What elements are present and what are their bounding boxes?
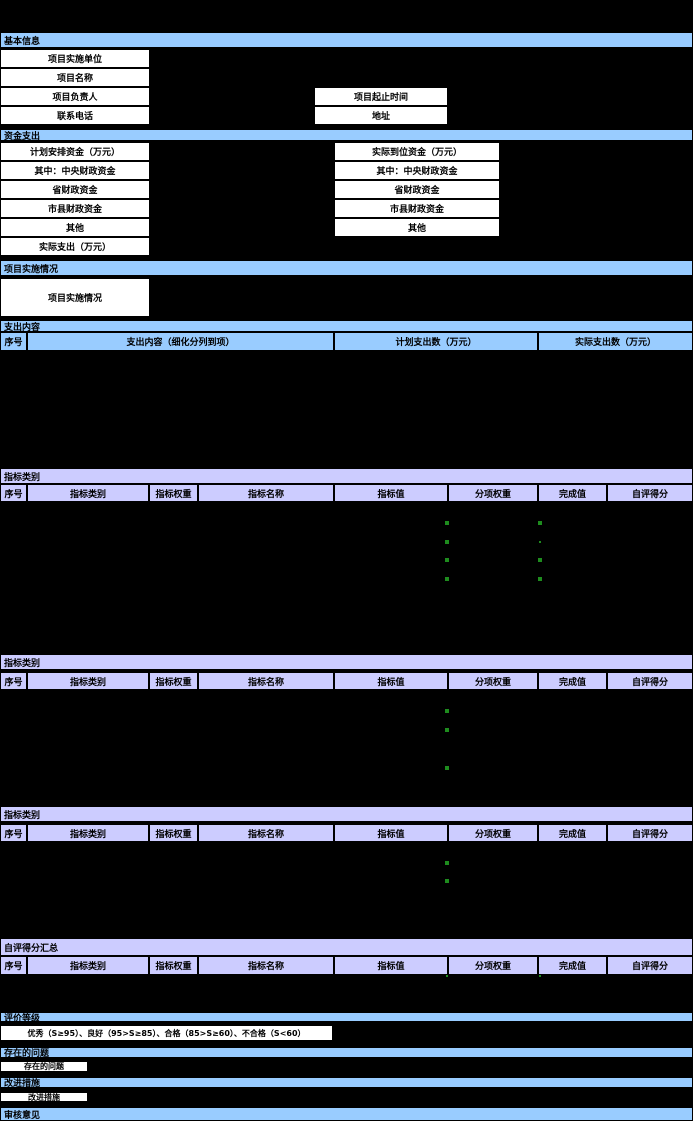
section-title: 改进措施 bbox=[4, 1079, 41, 1089]
label-contact-phone: 联系电话 bbox=[0, 106, 150, 125]
green-mark-icon bbox=[539, 975, 541, 977]
green-mark-icon bbox=[445, 766, 449, 770]
green-mark-icon bbox=[445, 521, 449, 525]
label-right-central-funds: 其中：中央财政资金 bbox=[334, 161, 500, 180]
ind1-col-weight: 指标权重 bbox=[149, 484, 198, 502]
label-project-name: 项目名称 bbox=[0, 68, 150, 87]
label-project-leader: 项目负责人 bbox=[0, 87, 150, 106]
label-implementation: 项目实施情况 bbox=[0, 278, 150, 317]
sum-col-target: 指标值 bbox=[334, 956, 448, 975]
ind2-col-no: 序号 bbox=[0, 672, 27, 690]
sum-col-subweight: 分项权重 bbox=[448, 956, 538, 975]
improvement-label-cell: 改进措施 bbox=[0, 1092, 88, 1102]
green-mark-icon bbox=[445, 709, 449, 713]
green-mark-icon bbox=[445, 558, 449, 562]
green-mark-icon bbox=[445, 540, 449, 544]
label-right-other-funds: 其他 bbox=[334, 218, 500, 237]
sum-col-category: 指标类别 bbox=[27, 956, 149, 975]
spending-col-planned: 计划支出数（万元） bbox=[334, 332, 538, 351]
ind2-col-category: 指标类别 bbox=[27, 672, 149, 690]
section-title: 支出内容 bbox=[4, 322, 41, 333]
ind1-col-category: 指标类别 bbox=[27, 484, 149, 502]
spending-col-actual: 实际支出数（万元） bbox=[538, 332, 693, 351]
section-bar-improvement: 改进措施 bbox=[0, 1077, 693, 1089]
section-title: 审核意见 bbox=[4, 1110, 41, 1121]
section-bar-review: 审核意见 bbox=[0, 1107, 693, 1121]
problems-label-cell: 存在的问题 bbox=[0, 1061, 88, 1072]
section-title: 指标类别 bbox=[4, 658, 41, 669]
label-left-province-funds: 省财政资金 bbox=[0, 180, 150, 199]
green-mark-icon bbox=[539, 541, 541, 543]
section-bar-score-summary: 自评得分汇总 bbox=[0, 938, 693, 956]
ind1-col-completion: 完成值 bbox=[538, 484, 607, 502]
section-bar-basic-info: 基本信息 bbox=[0, 32, 693, 48]
label-actual-spend: 实际支出（万元） bbox=[0, 237, 150, 256]
green-mark-icon bbox=[445, 728, 449, 732]
label-right-province-funds: 省财政资金 bbox=[334, 180, 500, 199]
grade-scale-cell: 优秀（S≥95）、良好（95>S≥85）、合格（85>S≥60）、不合格（S<6… bbox=[0, 1025, 333, 1041]
section-title: 指标类别 bbox=[4, 472, 41, 483]
ind3-col-name: 指标名称 bbox=[198, 824, 334, 842]
section-bar-funding: 资金支出 bbox=[0, 129, 693, 142]
ind3-col-score: 自评得分 bbox=[607, 824, 693, 842]
ind3-col-target: 指标值 bbox=[334, 824, 448, 842]
green-mark-icon bbox=[538, 558, 542, 562]
section-bar-indicators-2: 指标类别 bbox=[0, 654, 693, 670]
green-mark-icon bbox=[538, 521, 542, 525]
section-title: 项目实施情况 bbox=[4, 264, 59, 275]
green-mark-icon bbox=[446, 975, 448, 977]
section-title: 基本信息 bbox=[4, 36, 41, 47]
green-mark-icon bbox=[445, 879, 449, 883]
spending-col-content: 支出内容（细化分列到项） bbox=[27, 332, 334, 351]
section-bar-grade: 评价等级 bbox=[0, 1012, 693, 1024]
section-title: 资金支出 bbox=[4, 131, 41, 142]
ind1-col-name: 指标名称 bbox=[198, 484, 334, 502]
section-bar-indicators-3: 指标类别 bbox=[0, 806, 693, 822]
ind2-col-subweight: 分项权重 bbox=[448, 672, 538, 690]
label-planned-funds: 计划安排资金（万元） bbox=[0, 142, 150, 161]
green-mark-icon bbox=[538, 577, 542, 581]
section-title: 自评得分汇总 bbox=[4, 943, 59, 954]
green-mark-icon bbox=[445, 861, 449, 865]
ind3-col-weight: 指标权重 bbox=[149, 824, 198, 842]
sum-col-name: 指标名称 bbox=[198, 956, 334, 975]
ind3-col-category: 指标类别 bbox=[27, 824, 149, 842]
section-bar-spending: 支出内容 bbox=[0, 320, 693, 333]
ind2-col-completion: 完成值 bbox=[538, 672, 607, 690]
sum-col-weight: 指标权重 bbox=[149, 956, 198, 975]
label-received-funds: 实际到位资金（万元） bbox=[334, 142, 500, 161]
section-bar-indicators-1: 指标类别 bbox=[0, 468, 693, 484]
label-right-city-funds: 市县财政资金 bbox=[334, 199, 500, 218]
ind1-col-no: 序号 bbox=[0, 484, 27, 502]
section-bar-implementation: 项目实施情况 bbox=[0, 260, 693, 276]
ind1-col-score: 自评得分 bbox=[607, 484, 693, 502]
sum-col-no: 序号 bbox=[0, 956, 27, 975]
label-project-unit: 项目实施单位 bbox=[0, 49, 150, 68]
ind1-col-subweight: 分项权重 bbox=[448, 484, 538, 502]
label-left-city-funds: 市县财政资金 bbox=[0, 199, 150, 218]
label-address: 地址 bbox=[314, 106, 448, 125]
label-project-period: 项目起止时间 bbox=[314, 87, 448, 106]
section-title: 指标类别 bbox=[4, 810, 41, 821]
ind2-col-name: 指标名称 bbox=[198, 672, 334, 690]
sum-col-score: 自评得分 bbox=[607, 956, 693, 975]
section-bar-problems: 存在的问题 bbox=[0, 1047, 693, 1059]
ind2-col-score: 自评得分 bbox=[607, 672, 693, 690]
spending-col-no: 序号 bbox=[0, 332, 27, 351]
ind1-col-target: 指标值 bbox=[334, 484, 448, 502]
section-title: 评价等级 bbox=[4, 1013, 41, 1024]
label-left-other-funds: 其他 bbox=[0, 218, 150, 237]
ind3-col-no: 序号 bbox=[0, 824, 27, 842]
green-mark-icon bbox=[445, 577, 449, 581]
label-left-central-funds: 其中：中央财政资金 bbox=[0, 161, 150, 180]
section-title: 存在的问题 bbox=[4, 1049, 50, 1059]
ind3-col-subweight: 分项权重 bbox=[448, 824, 538, 842]
sum-col-completion: 完成值 bbox=[538, 956, 607, 975]
ind2-col-weight: 指标权重 bbox=[149, 672, 198, 690]
ind2-col-target: 指标值 bbox=[334, 672, 448, 690]
ind3-col-completion: 完成值 bbox=[538, 824, 607, 842]
